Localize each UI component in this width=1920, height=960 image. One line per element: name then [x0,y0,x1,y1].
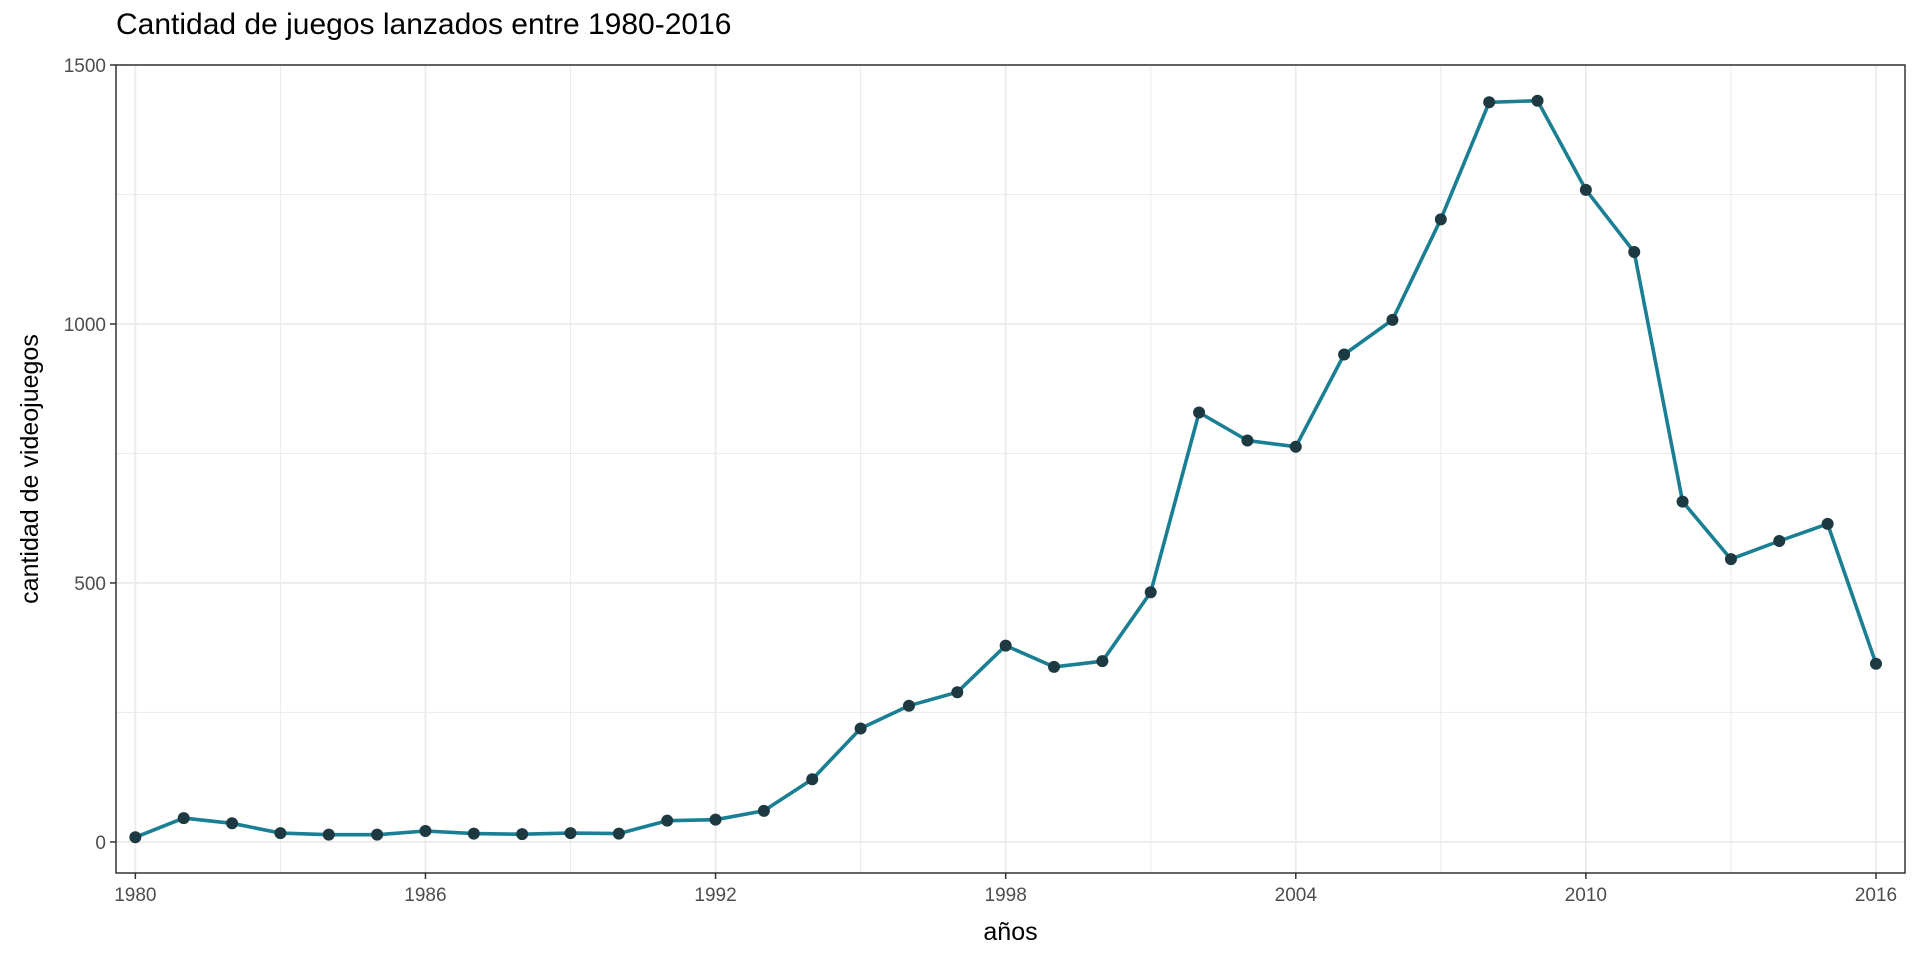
x-axis-title: años [983,918,1037,946]
data-point [1773,534,1786,547]
data-point [1048,660,1061,673]
data-point [1483,96,1496,109]
y-tick-label: 1500 [64,56,106,77]
x-tick-label: 2016 [1855,885,1897,906]
data-point [854,722,867,735]
data-point [951,686,964,699]
data-point [661,814,674,827]
grid-lines [116,64,1905,873]
y-tick-label: 0 [95,833,106,854]
y-tick-label: 500 [74,574,106,595]
y-axis: 0 500 1000 1500 [64,56,116,854]
x-tick-label: 2010 [1565,885,1607,906]
data-point [612,827,625,840]
data-point [1241,434,1254,447]
data-point [1724,553,1737,566]
data-point [177,812,190,825]
data-point [274,827,287,840]
data-point [1628,245,1641,258]
data-point [516,828,529,841]
data-point [902,699,915,712]
chart-title: Cantidad de juegos lanzados entre 1980-2… [116,8,732,41]
data-point [371,828,384,841]
x-tick-label: 1986 [404,885,446,906]
data-point [1579,183,1592,196]
data-point [1289,440,1302,453]
data-point [1821,517,1834,530]
data-point [806,773,819,786]
data-point [1676,495,1689,508]
data-points [129,94,1882,844]
x-axis: 1980 1986 1992 1998 2004 2010 2016 [114,873,1897,906]
data-point [129,831,142,844]
x-tick-label: 1980 [114,885,156,906]
data-point [1869,657,1882,670]
x-tick-label: 2004 [1275,885,1318,906]
data-point [999,639,1012,652]
y-tick-label: 1000 [64,315,106,336]
data-point [564,827,577,840]
data-point [1193,406,1206,419]
data-point [757,804,770,817]
data-point [709,813,722,826]
data-point [226,817,239,830]
data-point [419,825,432,838]
data-point [467,827,480,840]
data-point [1531,94,1544,107]
data-point [1434,213,1447,226]
data-point [1096,655,1109,668]
x-tick-label: 1992 [694,885,736,906]
data-point [322,828,335,841]
x-tick-label: 1998 [985,885,1027,906]
data-point [1338,348,1351,361]
y-axis-title: cantidad de videojuegos [16,334,44,604]
data-point [1144,586,1157,599]
plot-border [115,64,1906,874]
data-point [1386,313,1399,326]
